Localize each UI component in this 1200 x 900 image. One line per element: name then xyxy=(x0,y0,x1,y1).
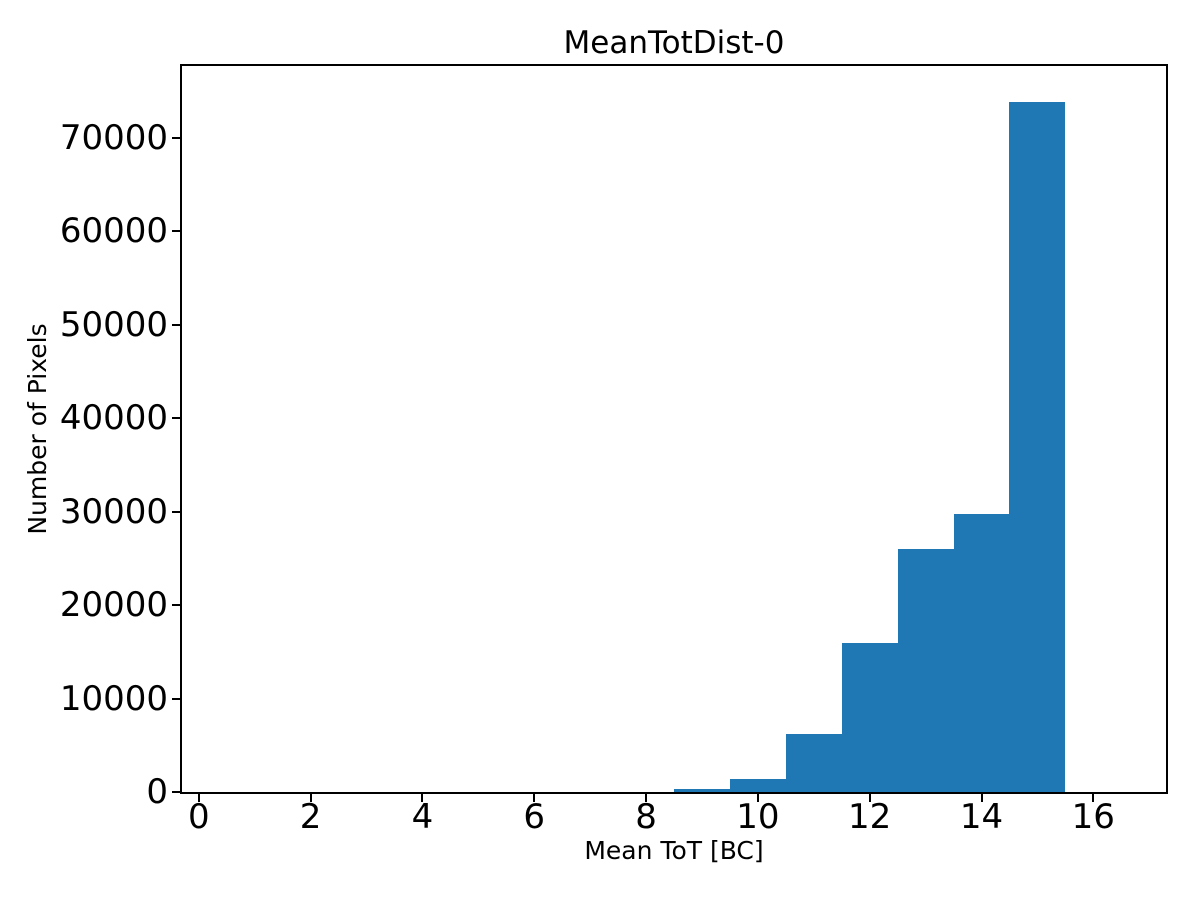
x-tick-mark xyxy=(421,792,424,802)
histogram-bar xyxy=(897,549,954,792)
x-tick-mark xyxy=(756,792,759,802)
histogram-bar xyxy=(841,643,898,792)
x-axis-label: Mean ToT [BC] xyxy=(584,836,764,865)
histogram-bar xyxy=(785,734,842,792)
x-tick-mark xyxy=(645,792,648,802)
y-tick-mark xyxy=(172,697,180,700)
histogram-bar xyxy=(729,778,786,792)
y-tick-label: 10000 xyxy=(59,678,168,719)
chart-title: MeanTotDist-0 xyxy=(563,25,785,61)
x-tick-mark xyxy=(980,792,983,802)
x-tick-label: 12 xyxy=(848,797,892,837)
plot-area: 0 2 4 6 8 10 12 14 16 0 10000 20000 30000 40000 50000 6… xyxy=(60,64,1168,837)
y-tick-label: 50000 xyxy=(59,304,168,345)
y-tick-mark xyxy=(172,510,180,513)
x-tick-mark xyxy=(1092,792,1095,802)
histogram-bar xyxy=(1009,101,1066,792)
x-tick-label: 6 xyxy=(523,797,546,837)
y-tick-mark xyxy=(172,136,180,139)
y-tick-label: 40000 xyxy=(59,398,168,439)
y-tick-label: 70000 xyxy=(59,117,168,158)
x-tick-mark xyxy=(868,792,871,802)
y-tick-label: 30000 xyxy=(59,491,168,532)
y-tick-label: 60000 xyxy=(59,211,168,252)
x-tick-label: 2 xyxy=(299,797,322,837)
histogram-bar xyxy=(953,513,1010,792)
x-tick-mark xyxy=(309,792,312,802)
x-tick-mark xyxy=(533,792,536,802)
x-tick-label: 14 xyxy=(959,797,1004,837)
x-tick-label: 4 xyxy=(411,797,434,837)
x-tick-label: 16 xyxy=(1071,797,1115,837)
x-tick-label: 8 xyxy=(635,797,657,837)
y-tick-label: 20000 xyxy=(59,585,168,626)
x-tick-label: 10 xyxy=(736,797,780,837)
y-tick-mark xyxy=(172,323,180,326)
y-axis-label: Number of Pixels xyxy=(23,323,52,535)
x-tick-label: 0 xyxy=(187,797,210,837)
y-tick-mark xyxy=(172,791,180,793)
y-tick-mark xyxy=(172,604,180,607)
x-tick-mark xyxy=(197,792,200,802)
y-tick-mark xyxy=(172,230,180,233)
y-tick-mark xyxy=(172,417,180,420)
histogram-bar xyxy=(674,789,730,792)
y-tick-label: 0 xyxy=(146,772,168,812)
